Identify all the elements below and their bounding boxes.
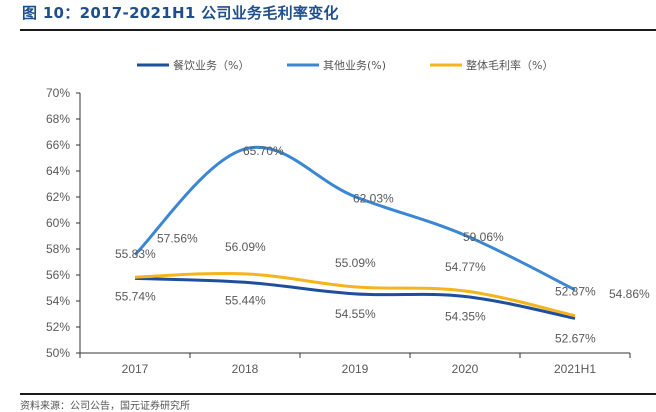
- y-tick-label: 62%: [46, 190, 70, 204]
- legend-label-other: 其他业务(%): [323, 59, 386, 72]
- x-tick-label: 2017: [122, 362, 149, 376]
- y-tick-label: 50%: [46, 346, 70, 360]
- y-tick-label: 68%: [46, 112, 70, 126]
- data-label-other: 59.06%: [463, 230, 504, 244]
- series-lines: [133, 145, 576, 320]
- data-label-overall: 56.09%: [225, 240, 266, 254]
- data-label-other: 54.86%: [609, 287, 650, 301]
- series-line-overall: [134, 271, 576, 318]
- legend: 餐饮业务（%） 其他业务(%) 整体毛利率（%）: [137, 58, 553, 72]
- data-label-overall: 55.09%: [335, 256, 376, 270]
- source-note: 资料来源：公司公告，国元证券研究所: [20, 401, 190, 412]
- y-tick-label: 52%: [46, 320, 70, 334]
- data-label-catering: 54.55%: [335, 307, 376, 321]
- y-tick-label: 64%: [46, 164, 70, 178]
- y-tick-label: 54%: [46, 294, 70, 308]
- series-line-other: [133, 145, 576, 292]
- footer-divider: [20, 393, 656, 395]
- data-label-overall: 54.77%: [445, 260, 486, 274]
- data-label-other: 62.03%: [353, 192, 394, 206]
- data-label-overall: 55.83%: [115, 247, 156, 261]
- data-label-overall: 52.87%: [555, 285, 596, 299]
- data-label-other: 57.56%: [157, 232, 198, 246]
- legend-label-catering: 餐饮业务（%）: [173, 58, 249, 72]
- series-line-catering: [134, 276, 576, 320]
- y-tick-label: 70%: [46, 86, 70, 100]
- line-chart: 餐饮业务（%） 其他业务(%) 整体毛利率（%） 50% 52% 54% 56% 58% 60…: [46, 58, 650, 376]
- x-tick-label: 2020: [452, 362, 479, 376]
- page-title: 图 10：2017-2021H1 公司业务毛利率变化: [22, 4, 339, 22]
- data-label-catering: 55.44%: [225, 293, 266, 307]
- data-label-other: 65.70%: [243, 144, 284, 158]
- axes: 50% 52% 54% 56% 58% 60% 62% 64% 66% 68% 70% 2017 201…: [46, 86, 631, 376]
- legend-label-overall: 整体毛利率（%）: [466, 58, 553, 72]
- y-tick-label: 66%: [46, 138, 70, 152]
- data-labels: 55.74% 55.44% 54.55% 54.35% 52.67% 57.56% 65.7…: [115, 144, 650, 345]
- data-label-catering: 52.67%: [555, 331, 596, 345]
- y-tick-label: 56%: [46, 268, 70, 282]
- data-label-catering: 54.35%: [445, 309, 486, 323]
- title-divider: [20, 29, 656, 31]
- x-tick-label: 2018: [232, 362, 259, 376]
- y-tick-label: 60%: [46, 216, 70, 230]
- x-tick-label: 2019: [342, 362, 369, 376]
- data-label-catering: 55.74%: [115, 289, 156, 303]
- y-tick-label: 58%: [46, 242, 70, 256]
- x-tick-label: 2021H1: [554, 362, 596, 376]
